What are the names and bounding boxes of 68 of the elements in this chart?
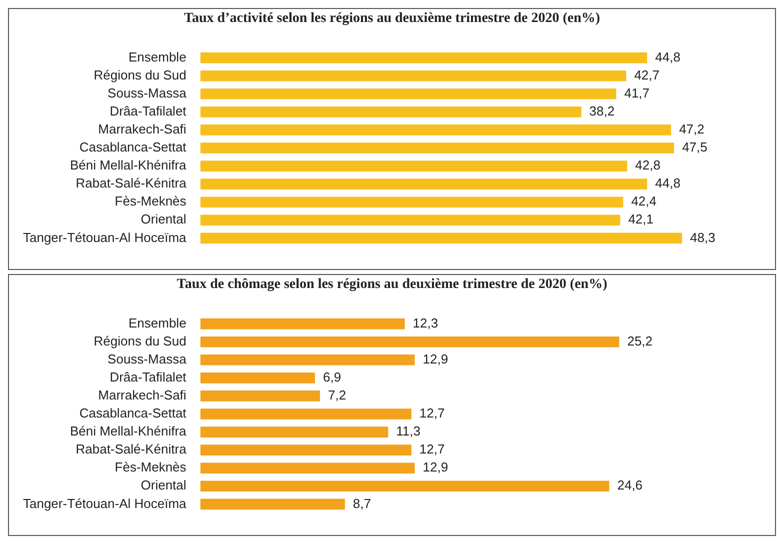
data-label: 12,3 (412, 315, 438, 330)
y-tick-label: Béni Mellal-Khénifra (70, 158, 188, 173)
data-label: 12,7 (419, 406, 445, 421)
y-tick-label: Marrakech-Safi (98, 388, 186, 403)
chart-title: Taux d’activité selon les régions au deuxième trimestre de 2020 (en%) (182, 10, 602, 27)
y-tick-label: Casablanca-Settat (79, 406, 187, 421)
bar (200, 318, 405, 330)
data-label: 12,9 (422, 460, 448, 475)
data-label: 42,4 (631, 194, 657, 209)
y-tick-label: Drâa-Tafilalet (110, 104, 187, 119)
bar (200, 498, 345, 510)
bar (200, 372, 315, 384)
data-label: 47,5 (682, 140, 708, 155)
data-label: 24,6 (617, 478, 643, 493)
bar (200, 232, 682, 244)
y-tick-label: Tanger-Tétouan-Al Hoceïma (22, 230, 188, 245)
y-tick-label: Drâa-Tafilalet (110, 370, 187, 385)
data-label: 42,1 (628, 212, 654, 227)
data-label: 47,2 (679, 122, 704, 137)
y-tick-label: Souss-Massa (108, 85, 188, 100)
chart-title: Taux de chômage selon les régions au deuxième trimestre de 2020 (en%) (176, 276, 608, 293)
bar (200, 106, 582, 118)
data-label: 12,9 (422, 351, 448, 366)
data-label: 7,2 (328, 388, 346, 403)
y-tick-label: Fès-Meknès (114, 460, 187, 475)
data-label: 6,9 (323, 370, 342, 385)
y-tick-label: Casablanca-Settat (79, 140, 187, 155)
data-label: 42,7 (634, 67, 660, 82)
bar (200, 70, 626, 82)
y-tick-label: Tanger-Tétouan-Al Hoceïma (22, 496, 188, 511)
bar (200, 336, 620, 348)
bar (200, 52, 648, 64)
y-tick-label: Régions du Sud (94, 67, 186, 82)
bar (200, 214, 620, 226)
bar (200, 444, 412, 456)
bar (200, 480, 610, 492)
y-tick-label: Souss-Massa (108, 351, 188, 366)
y-tick-label: Oriental (140, 478, 186, 493)
data-label: 44,8 (655, 176, 680, 191)
data-label: 42,8 (635, 158, 660, 173)
data-label: 8,7 (352, 496, 371, 511)
data-label: 11,3 (396, 424, 420, 439)
data-label: 44,8 (655, 49, 680, 64)
data-label: 38,2 (589, 104, 615, 119)
data-label: 41,7 (624, 85, 650, 100)
bar (200, 390, 320, 402)
y-tick-label: Ensemble (128, 315, 186, 330)
y-tick-label: Rabat-Salé-Kénitra (76, 176, 188, 191)
y-tick-label: Oriental (140, 212, 186, 227)
y-tick-label: Béni Mellal-Khénifra (70, 424, 188, 439)
y-tick-label: Ensemble (128, 49, 186, 64)
bar (200, 462, 415, 474)
bar (200, 178, 648, 190)
y-tick-label: Fès-Meknès (114, 194, 187, 209)
bar (200, 142, 674, 154)
data-label: 25,2 (627, 333, 653, 348)
bar (200, 408, 412, 420)
y-tick-label: Régions du Sud (94, 333, 186, 348)
bar (200, 426, 388, 438)
bar (200, 88, 616, 100)
y-tick-label: Rabat-Salé-Kénitra (76, 442, 188, 457)
y-tick-label: Marrakech-Safi (98, 122, 186, 137)
bar (200, 124, 672, 136)
bar (200, 354, 415, 366)
bar (200, 160, 628, 172)
bar (200, 196, 624, 208)
data-label: 12,7 (419, 442, 445, 457)
data-label: 48,3 (690, 230, 716, 245)
